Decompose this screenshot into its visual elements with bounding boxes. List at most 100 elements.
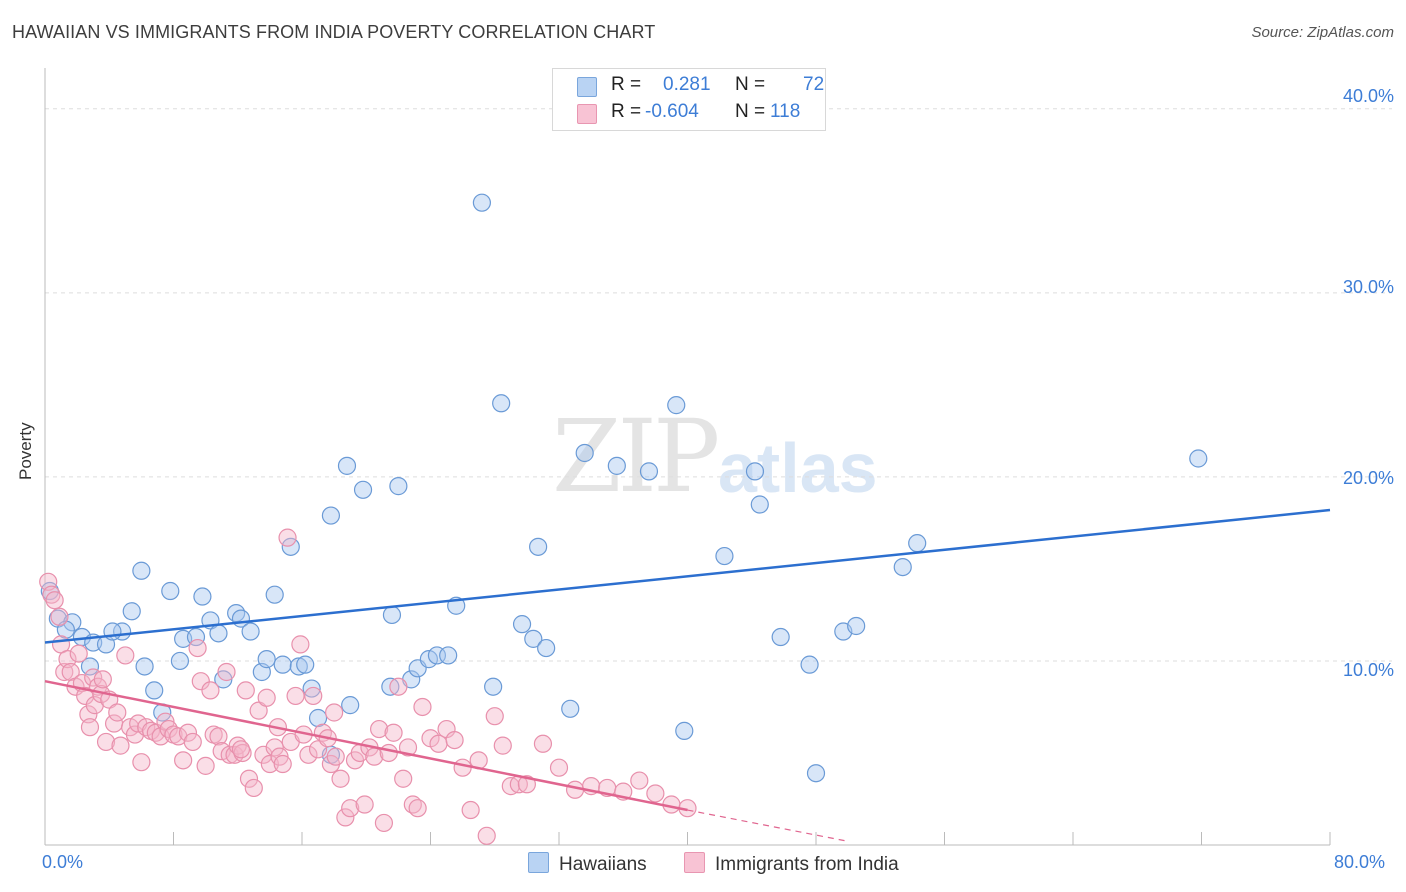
india-point [159, 719, 178, 739]
hawaiian-point [492, 394, 511, 413]
india-point [291, 635, 310, 654]
india-point [453, 758, 472, 777]
source-label: Source: ZipAtlas.com [1251, 24, 1394, 41]
india-point [239, 769, 259, 788]
hawaiian-point [308, 708, 328, 728]
y-axis-label: Poverty [16, 422, 35, 480]
legend-n-value: 118 [770, 101, 801, 122]
bottom-legend-hawaiians: Hawaiians [528, 852, 647, 876]
india-point [61, 662, 80, 682]
legend-swatch-pink [684, 852, 705, 873]
hawaiian-point [296, 655, 315, 674]
hawaiian-trend-line [44, 508, 1331, 644]
india-point [341, 799, 360, 818]
india-point [178, 723, 198, 742]
india-point [533, 734, 553, 753]
india-point [231, 740, 251, 759]
legend-n-label: N = [735, 74, 766, 95]
hawaiian-point [715, 546, 734, 566]
india-point [355, 795, 374, 814]
india-point [265, 738, 284, 757]
india-point [257, 688, 276, 707]
hawaiian-point [512, 615, 532, 634]
y-tick-label: 10.0% [1342, 660, 1394, 680]
india-point [201, 681, 220, 700]
hawaiian-point [302, 679, 321, 698]
india-point [273, 754, 292, 774]
india-point [45, 591, 64, 610]
hawaiian-point [908, 534, 927, 553]
hawaiian-point [132, 561, 151, 580]
india-point [260, 754, 279, 774]
hawaiian-point [209, 624, 228, 643]
india-point [630, 771, 649, 790]
hawaiian-point [193, 587, 212, 606]
hawaiian-point [265, 585, 284, 604]
hawaiian-point [321, 506, 341, 525]
india-point [379, 743, 398, 763]
india-point [493, 736, 512, 755]
india-point [50, 607, 69, 626]
india-point [336, 808, 355, 827]
india-point [191, 672, 210, 691]
india-point [188, 638, 207, 658]
india-point [244, 778, 263, 798]
legend-r-value: 0.281 [663, 74, 711, 95]
hawaiian-point [639, 462, 659, 481]
watermark-atlas: atlas [718, 429, 878, 507]
legend-label: Hawaiians [559, 854, 647, 875]
india-point [394, 769, 413, 788]
hawaiian-point [161, 581, 180, 601]
india-point [278, 528, 297, 547]
x-tick-label: 80.0% [1334, 852, 1386, 872]
legend-r-value: -0.604 [645, 101, 699, 122]
india-point [477, 826, 496, 845]
x-tick-label: 0.0% [42, 852, 84, 872]
india-point [549, 758, 569, 777]
legend-label: Immigrants from India [715, 854, 899, 875]
hawaiian-point [675, 721, 694, 740]
india-trend-extension [687, 809, 849, 842]
hawaiian-point [750, 495, 769, 514]
hawaiian-point [800, 655, 819, 674]
legend-swatch-pink [577, 104, 597, 124]
india-point [236, 681, 255, 700]
india-point [326, 747, 345, 766]
india-point [249, 701, 268, 720]
hawaiian-point [472, 193, 491, 212]
india-point [111, 736, 130, 755]
hawaiian-point [122, 602, 141, 621]
hawaiian-point [806, 764, 826, 783]
india-point [331, 769, 350, 788]
hawaiian-point [257, 650, 276, 669]
hawaiian-point [135, 657, 154, 676]
hawaiian-point [353, 480, 373, 499]
chart-title: HAWAIIAN VS IMMIGRANTS FROM INDIA POVERT… [12, 22, 656, 42]
india-point [80, 718, 100, 737]
india-point [304, 686, 323, 706]
hawaiian-point [389, 477, 408, 496]
india-point [174, 751, 193, 770]
hawaiian-point [337, 456, 357, 475]
legend-n-label: N = [735, 101, 766, 122]
india-point [461, 800, 480, 820]
hawaiian-point [484, 677, 503, 696]
india-point [517, 775, 536, 794]
y-tick-label: 20.0% [1342, 468, 1394, 488]
india-point [254, 745, 273, 764]
legend-r-label: R = [611, 101, 642, 122]
india-trend-line [44, 679, 688, 812]
india-point [217, 662, 236, 682]
legend-r-label: R = [611, 74, 642, 95]
hawaiian-point [170, 651, 190, 671]
hawaiian-point [771, 627, 790, 647]
india-point [116, 646, 135, 665]
watermark-zip: ZIP [552, 398, 720, 515]
india-point [93, 670, 112, 689]
india-point [646, 784, 665, 803]
india-point [108, 703, 127, 722]
hawaiian-point [241, 622, 260, 641]
india-point [325, 703, 344, 722]
india-point [384, 723, 403, 742]
